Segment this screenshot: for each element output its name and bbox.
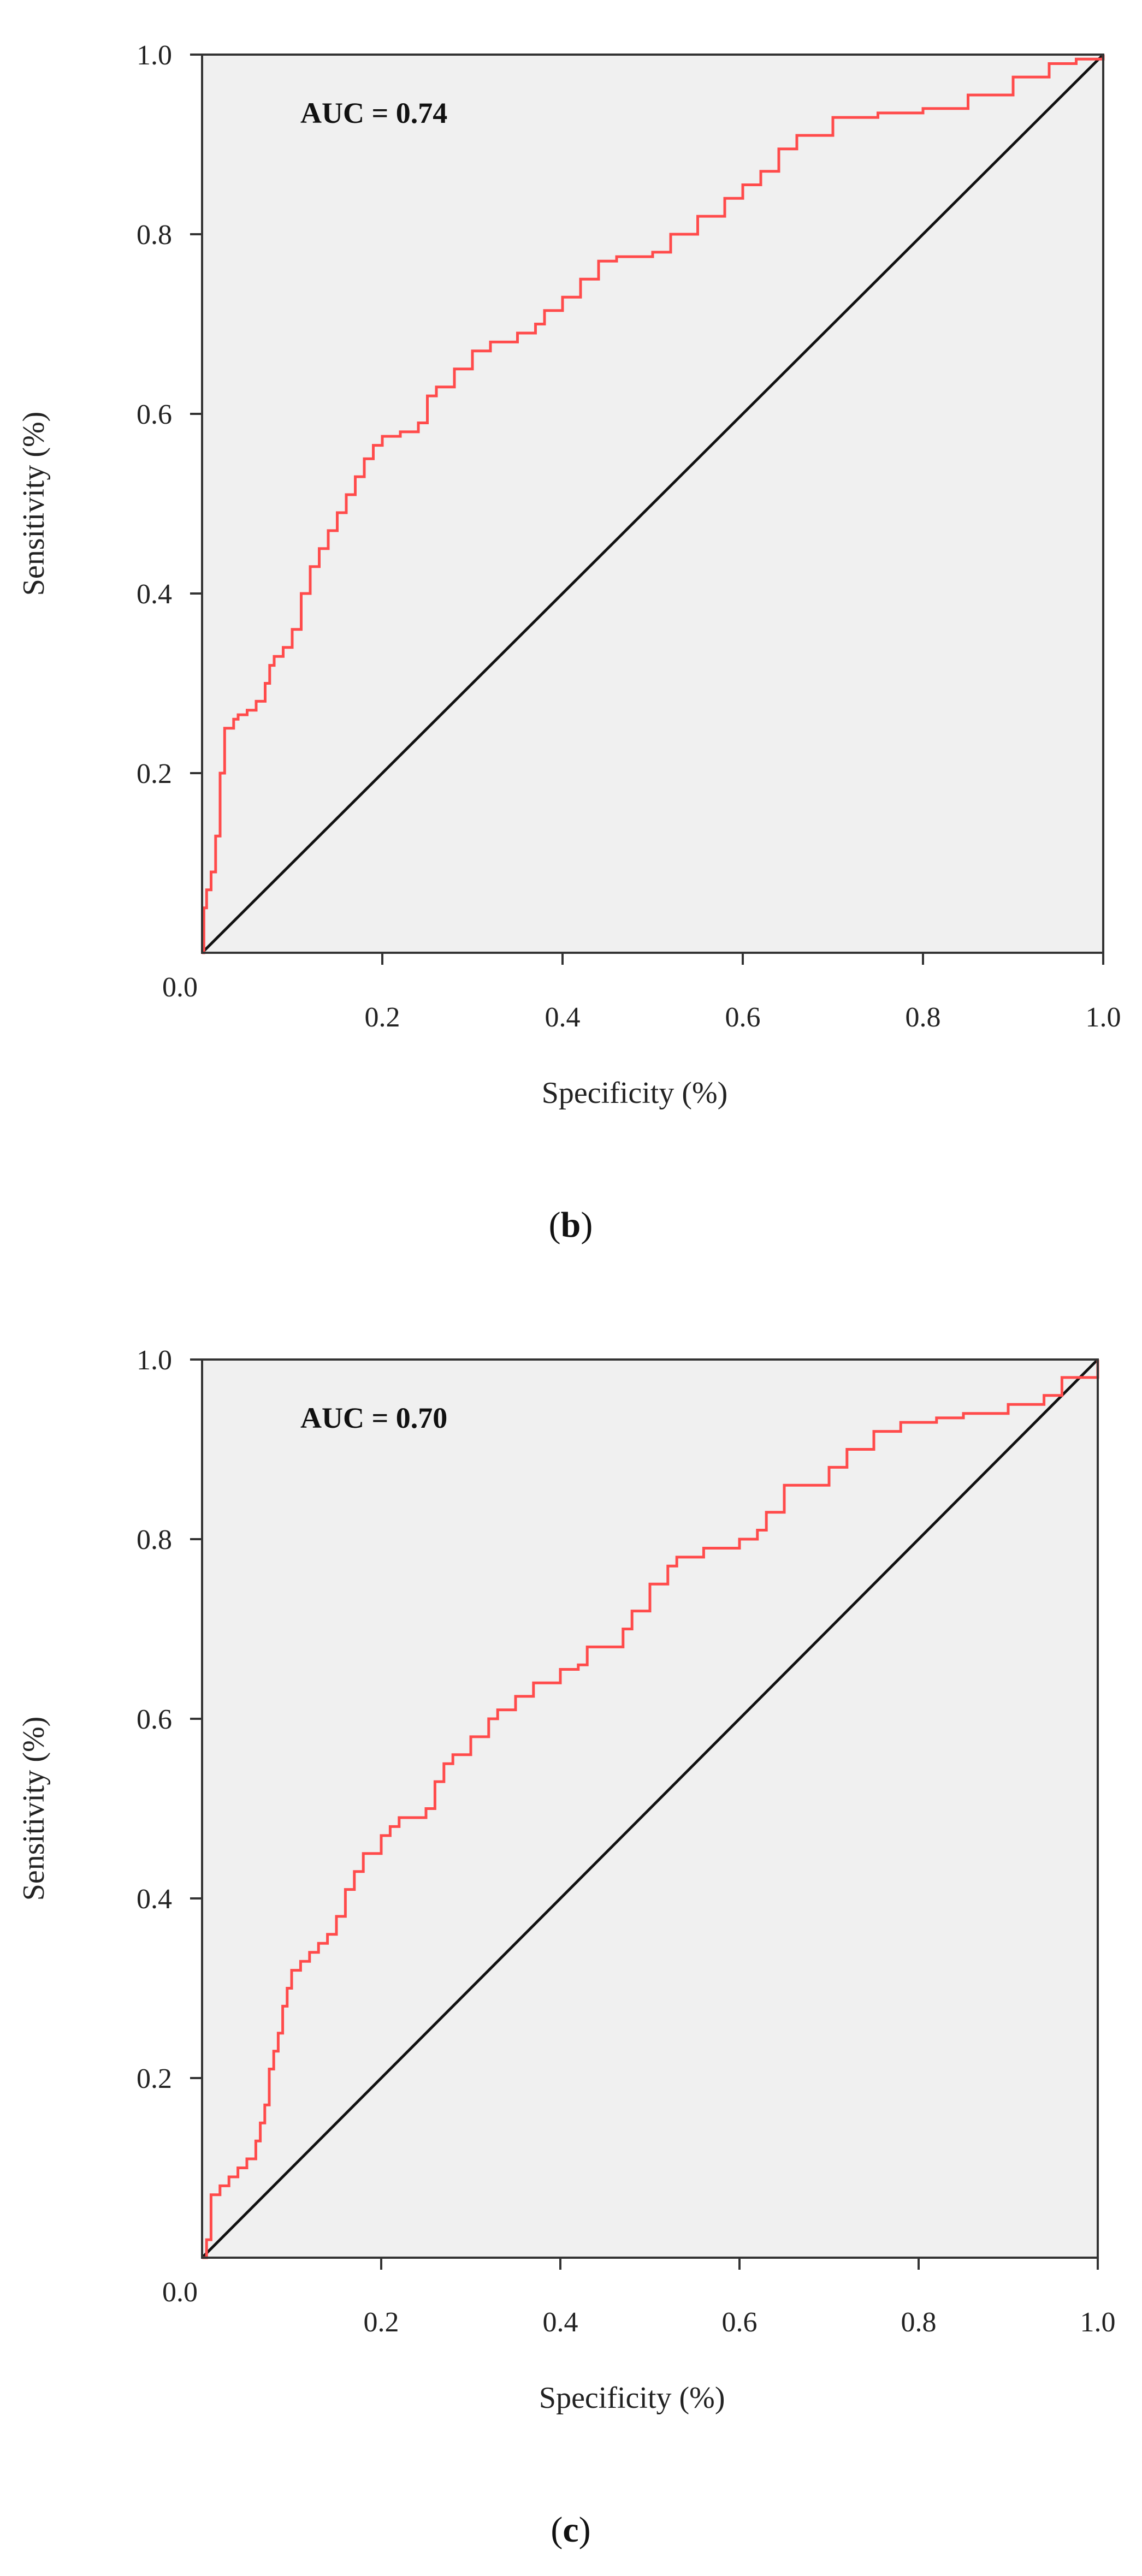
- y-tick-label: 0.6: [137, 399, 172, 430]
- x-axis-title: Specificity (%): [539, 2381, 725, 2415]
- x-tick-label: 0.4: [545, 1002, 581, 1033]
- roc-chart-c: AUC = 0.70 Specificity (%) Sensitivity (…: [17, 1345, 1116, 2550]
- origin-tick-label: 0.0: [162, 2277, 198, 2308]
- panel-label-c: (c): [551, 2510, 590, 2550]
- x-tick-label: 0.8: [906, 1002, 941, 1033]
- plot-frame: [201, 1358, 1099, 2259]
- x-tick-label: 1.0: [1080, 2307, 1116, 2338]
- plot-frame: [201, 54, 1104, 954]
- y-tick-label: 1.0: [137, 40, 172, 71]
- reference-diagonal-line: [201, 1358, 1099, 2259]
- roc-curve-line: [202, 55, 1105, 954]
- auc-annotation: AUC = 0.74: [300, 97, 447, 129]
- y-tick-label: 0.4: [137, 1884, 172, 1915]
- x-tick-label: 0.2: [365, 1002, 400, 1033]
- roc-figure-c: AUC = 0.70 Specificity (%) Sensitivity (…: [0, 1305, 1142, 2561]
- y-tick-label: 0.8: [137, 1524, 172, 1556]
- roc-figure-b: AUC = 0.74 Specificity (%) Sensitivity (…: [0, 0, 1142, 1256]
- y-tick-label: 0.8: [137, 219, 172, 251]
- y-tick-label: 0.2: [137, 758, 172, 790]
- x-tick-label: 0.4: [543, 2307, 578, 2338]
- x-tick-label: 0.6: [725, 1002, 761, 1033]
- y-axis-title: Sensitivity (%): [17, 1717, 51, 1901]
- x-tick-label: 1.0: [1086, 1002, 1121, 1033]
- roc-curve-line: [202, 1360, 1099, 2259]
- y-tick-label: 0.6: [137, 1704, 172, 1735]
- y-axis-title: Sensitivity (%): [17, 412, 51, 596]
- x-axis-title: Specificity (%): [542, 1076, 728, 1110]
- origin-tick-label: 0.0: [162, 972, 198, 1003]
- y-tick-label: 0.4: [137, 579, 172, 610]
- y-tick-label: 1.0: [137, 1345, 172, 1376]
- x-tick-label: 0.8: [901, 2307, 937, 2338]
- roc-chart-b: AUC = 0.74 Specificity (%) Sensitivity (…: [17, 40, 1121, 1245]
- panel-label-b: (b): [549, 1205, 593, 1245]
- y-tick-label: 0.2: [137, 2063, 172, 2094]
- reference-diagonal-line: [201, 54, 1104, 954]
- x-tick-label: 0.6: [722, 2307, 758, 2338]
- auc-annotation: AUC = 0.70: [300, 1402, 447, 1434]
- x-tick-label: 0.2: [364, 2307, 399, 2338]
